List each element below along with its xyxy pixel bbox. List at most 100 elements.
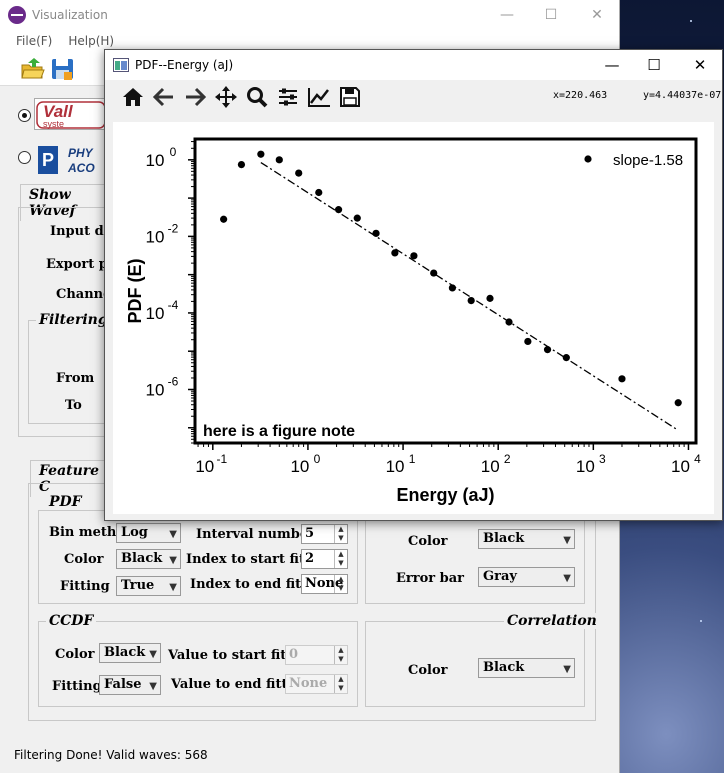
plot-close-icon[interactable]: ✕	[693, 56, 707, 74]
edit-axes-icon[interactable]	[303, 82, 334, 112]
value-start-spinbox[interactable]: 0 ▲ ▼	[285, 645, 348, 665]
configure-subplots-icon[interactable]	[272, 82, 303, 112]
main-titlebar: Visualization — ☐ ✕	[0, 0, 619, 30]
ccdf-group	[38, 621, 358, 707]
spin-arrows-icon[interactable]: ▲ ▼	[334, 575, 347, 593]
x-axis-label: Energy (aJ)	[396, 485, 494, 505]
maximize-icon[interactable]: ☐	[544, 7, 558, 23]
y-tick-label: 10	[146, 380, 165, 399]
figure-window-icon	[113, 58, 129, 72]
chevron-down-icon: ▼	[563, 573, 571, 584]
svg-text:syste: syste	[43, 119, 64, 129]
minimize-icon[interactable]: —	[500, 7, 514, 23]
chevron-down-icon: ▼	[149, 649, 157, 660]
back-arrow-icon[interactable]	[148, 82, 179, 112]
plot-minimize-icon[interactable]: —	[604, 56, 620, 74]
svg-text:Vall: Vall	[43, 102, 74, 121]
pdf-chart: 10 -1 10 0 10 1 10 2 10 3 10 410 010 -210 -410 -6Energy…	[125, 137, 701, 505]
errorbar-label: Error bar	[396, 571, 465, 586]
show-waveform-panel	[18, 207, 118, 437]
y-tick-label: 10	[146, 304, 165, 323]
chevron-down-icon: ▼	[563, 664, 571, 675]
pdf-group-title: PDF	[46, 494, 85, 510]
cursor-y-readout: y=4.44037e-07	[643, 90, 722, 101]
logo-radio-pac[interactable]	[18, 151, 31, 164]
x-tick-exponent: 3	[599, 452, 606, 466]
svg-text:ACO: ACO	[67, 161, 95, 175]
data-point	[391, 249, 399, 257]
start-fitting-value: 2	[305, 551, 315, 566]
correlation-color-select[interactable]: Black ▼	[478, 658, 575, 678]
waveform-app-icon	[8, 6, 26, 24]
x-tick-label: 10	[671, 457, 690, 476]
channel-label: Channe	[56, 287, 112, 302]
y-tick-exponent: -2	[168, 221, 179, 235]
data-point	[505, 318, 513, 326]
ccdf-color-select[interactable]: Black ▼	[99, 643, 161, 663]
x-tick-exponent: 2	[504, 452, 511, 466]
data-point	[562, 354, 570, 362]
close-icon[interactable]: ✕	[591, 7, 603, 23]
end-fitting-value: None	[305, 576, 344, 591]
errorbar-group	[365, 510, 585, 604]
right-color-value: Black	[483, 531, 525, 546]
cursor-x-readout: x=220.463	[553, 90, 608, 101]
chevron-down-icon: ▼	[169, 529, 177, 540]
right-color-select[interactable]: Black ▼	[478, 529, 575, 549]
pan-icon[interactable]	[210, 82, 241, 112]
status-bar: Filtering Done! Valid waves: 568	[14, 748, 208, 762]
tab-feature[interactable]: Feature C	[30, 460, 110, 497]
open-folder-icon[interactable]	[20, 56, 46, 82]
x-tick-exponent: -1	[216, 452, 227, 466]
vallen-logo-graphic: Vall syste	[36, 101, 106, 129]
menu-help[interactable]: Help(H)	[68, 34, 115, 48]
logo-radio-vallen[interactable]	[18, 109, 31, 122]
value-end-spinbox[interactable]: None ▲ ▼	[285, 674, 348, 694]
svg-text:PHY: PHY	[68, 146, 94, 160]
vallen-logo: Vall syste	[34, 98, 106, 130]
ccdf-fitting-select[interactable]: False ▼	[99, 675, 161, 695]
data-point	[430, 269, 438, 277]
pdf-fitting-select[interactable]: True ▼	[116, 576, 181, 596]
data-point	[257, 150, 265, 158]
home-icon[interactable]	[117, 82, 148, 112]
x-tick-label: 10	[290, 457, 309, 476]
bin-method-value: Log	[121, 525, 148, 540]
value-end-label: Value to end fitting	[171, 677, 311, 692]
plot-toolbar: x=220.463 y=4.44037e-07	[105, 80, 722, 114]
zoom-icon[interactable]	[241, 82, 272, 112]
data-point	[295, 169, 303, 177]
spin-arrows-icon[interactable]: ▲ ▼	[334, 646, 347, 664]
pdf-fitting-value: True	[121, 578, 155, 593]
plot-maximize-icon[interactable]: ☐	[647, 56, 661, 74]
spin-arrows-icon[interactable]: ▲ ▼	[334, 550, 347, 568]
save-icon[interactable]	[50, 56, 76, 82]
interval-number-spinbox[interactable]: 5 ▲ ▼	[301, 524, 348, 544]
data-point	[543, 346, 552, 354]
errorbar-value: Gray	[483, 569, 517, 584]
end-fitting-spinbox[interactable]: None ▲ ▼	[301, 574, 348, 594]
data-point	[220, 215, 228, 223]
ccdf-fitting-label: Fitting	[52, 679, 102, 694]
forward-arrow-icon[interactable]	[179, 82, 210, 112]
pdf-color-select[interactable]: Black ▼	[116, 549, 181, 569]
data-point	[467, 297, 475, 305]
menu-file[interactable]: File(F)	[16, 34, 53, 48]
start-fitting-spinbox[interactable]: 2 ▲ ▼	[301, 549, 348, 569]
bin-method-select[interactable]: Log ▼	[116, 523, 181, 543]
spin-arrows-icon[interactable]: ▲ ▼	[334, 675, 347, 693]
pdf-color-label: Color	[64, 552, 104, 567]
ccdf-group-title: CCDF	[46, 613, 97, 629]
figure-canvas[interactable]: 10 -1 10 0 10 1 10 2 10 3 10 4 10 0 10 -2 10 -4 10 -6 Energy…	[113, 122, 714, 514]
spin-arrows-icon[interactable]: ▲ ▼	[334, 525, 347, 543]
plot-titlebar: PDF--Energy (aJ) — ☐ ✕	[105, 50, 722, 80]
ccdf-fitting-value: False	[104, 677, 142, 692]
plot-window-title: PDF--Energy (aJ)	[135, 58, 234, 72]
save-figure-icon[interactable]	[334, 82, 365, 112]
desktop-star	[690, 20, 692, 22]
correlation-color-label: Color	[408, 663, 448, 678]
bin-method-label: Bin method	[49, 525, 135, 540]
errorbar-select[interactable]: Gray ▼	[478, 567, 575, 587]
export-path-label: Export pa	[46, 257, 117, 272]
y-tick-label: 10	[146, 227, 165, 246]
